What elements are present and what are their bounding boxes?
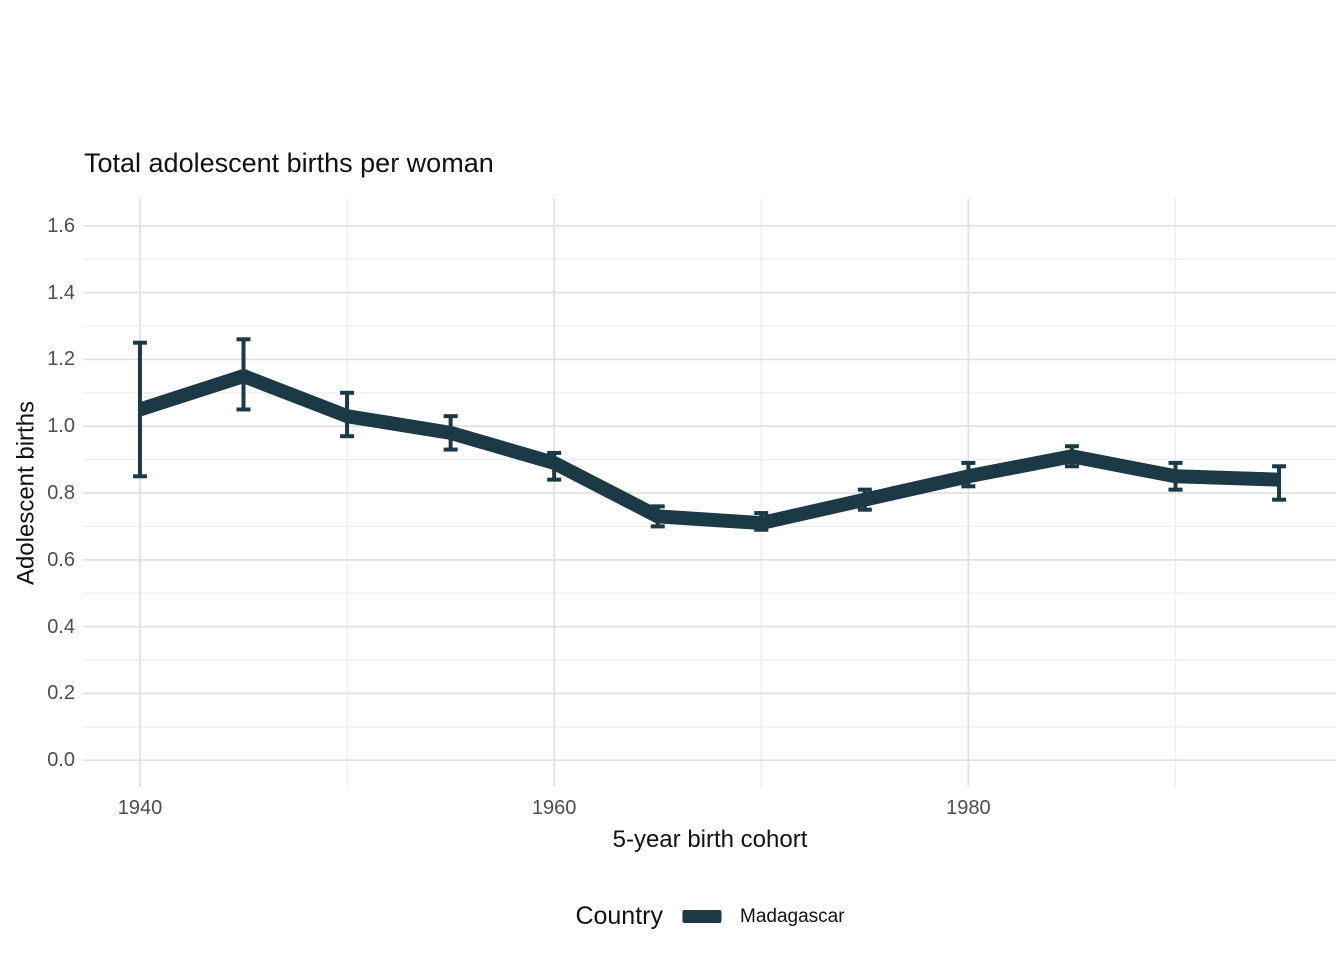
y-tick-label: 0.2 [47,682,75,705]
x-axis-title: 5-year birth cohort [612,826,808,853]
y-axis-title: Adolescent births [12,400,40,586]
x-tick-label: 1960 [531,797,577,819]
chart-title: Total adolescent births per woman [84,148,494,178]
legend: Country Madagascar [575,902,844,931]
legend-item-label: Madagascar [739,905,845,927]
x-tick-label: 1980 [946,797,991,819]
data-line-madagascar [137,369,1280,531]
y-tick-label: 0.0 [47,749,75,772]
y-tick-label: 0.8 [47,482,75,504]
y-tick-label: 0.4 [47,615,75,638]
y-tick-label: 1.2 [47,348,75,371]
legend-title: Country [575,902,663,930]
y-tick-label: 1.6 [47,214,75,237]
y-tick-label: 0.6 [47,548,75,571]
y-tick-label: 1.4 [47,281,75,304]
x-tick-label: 1940 [117,797,163,819]
y-tick-label: 1.0 [47,415,75,438]
legend-key-line-swatch [681,910,721,923]
